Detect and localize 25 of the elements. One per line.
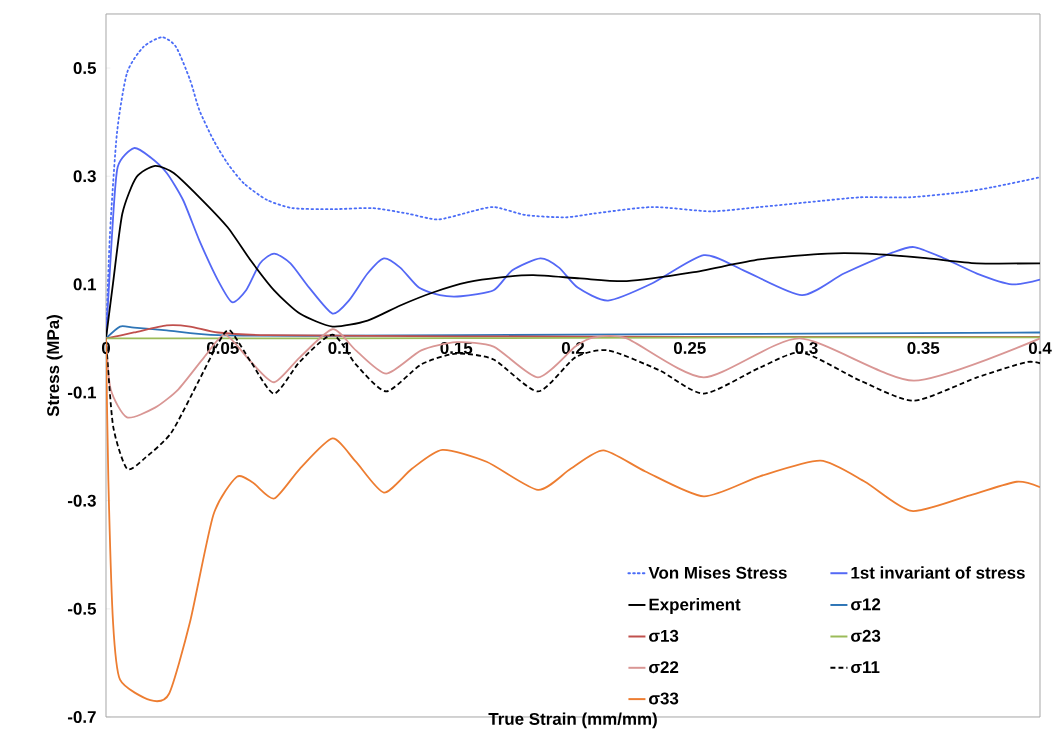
- x-tick-label: 0.4: [1028, 341, 1052, 354]
- x-tick-label: 0.25: [673, 341, 706, 354]
- x-tick-label: 0.2: [561, 341, 585, 354]
- x-axis-title: True Strain (mm/mm): [488, 712, 657, 729]
- legend-label: σ33: [649, 692, 679, 705]
- x-tick-label: 0.35: [907, 341, 940, 354]
- legend-label: σ11: [851, 661, 880, 674]
- x-tick-label: 0.1: [328, 341, 351, 354]
- y-tick-label: 0.3: [73, 170, 96, 183]
- y-tick-label: -0.7: [67, 710, 96, 723]
- y-tick-label: -0.3: [67, 494, 96, 507]
- y-tick-label: 0.5: [73, 62, 97, 75]
- x-tick-label: 0.05: [206, 341, 239, 354]
- legend-label: 1st invariant of stress: [851, 566, 1025, 579]
- legend-label: σ22: [649, 661, 679, 674]
- legend-label: σ23: [851, 629, 881, 642]
- y-axis-title: Stress (MPa): [46, 315, 63, 417]
- legend-label: Von Mises Stress: [648, 566, 787, 579]
- x-tick-label: 0.3: [795, 341, 818, 354]
- y-tick-label: -0.1: [67, 386, 97, 399]
- legend-label: σ12: [851, 598, 881, 611]
- y-tick-label: 0.1: [73, 278, 97, 291]
- legend-label: σ13: [649, 629, 679, 642]
- legend-label: Experiment: [649, 598, 741, 614]
- y-tick-label: -0.5: [67, 602, 97, 615]
